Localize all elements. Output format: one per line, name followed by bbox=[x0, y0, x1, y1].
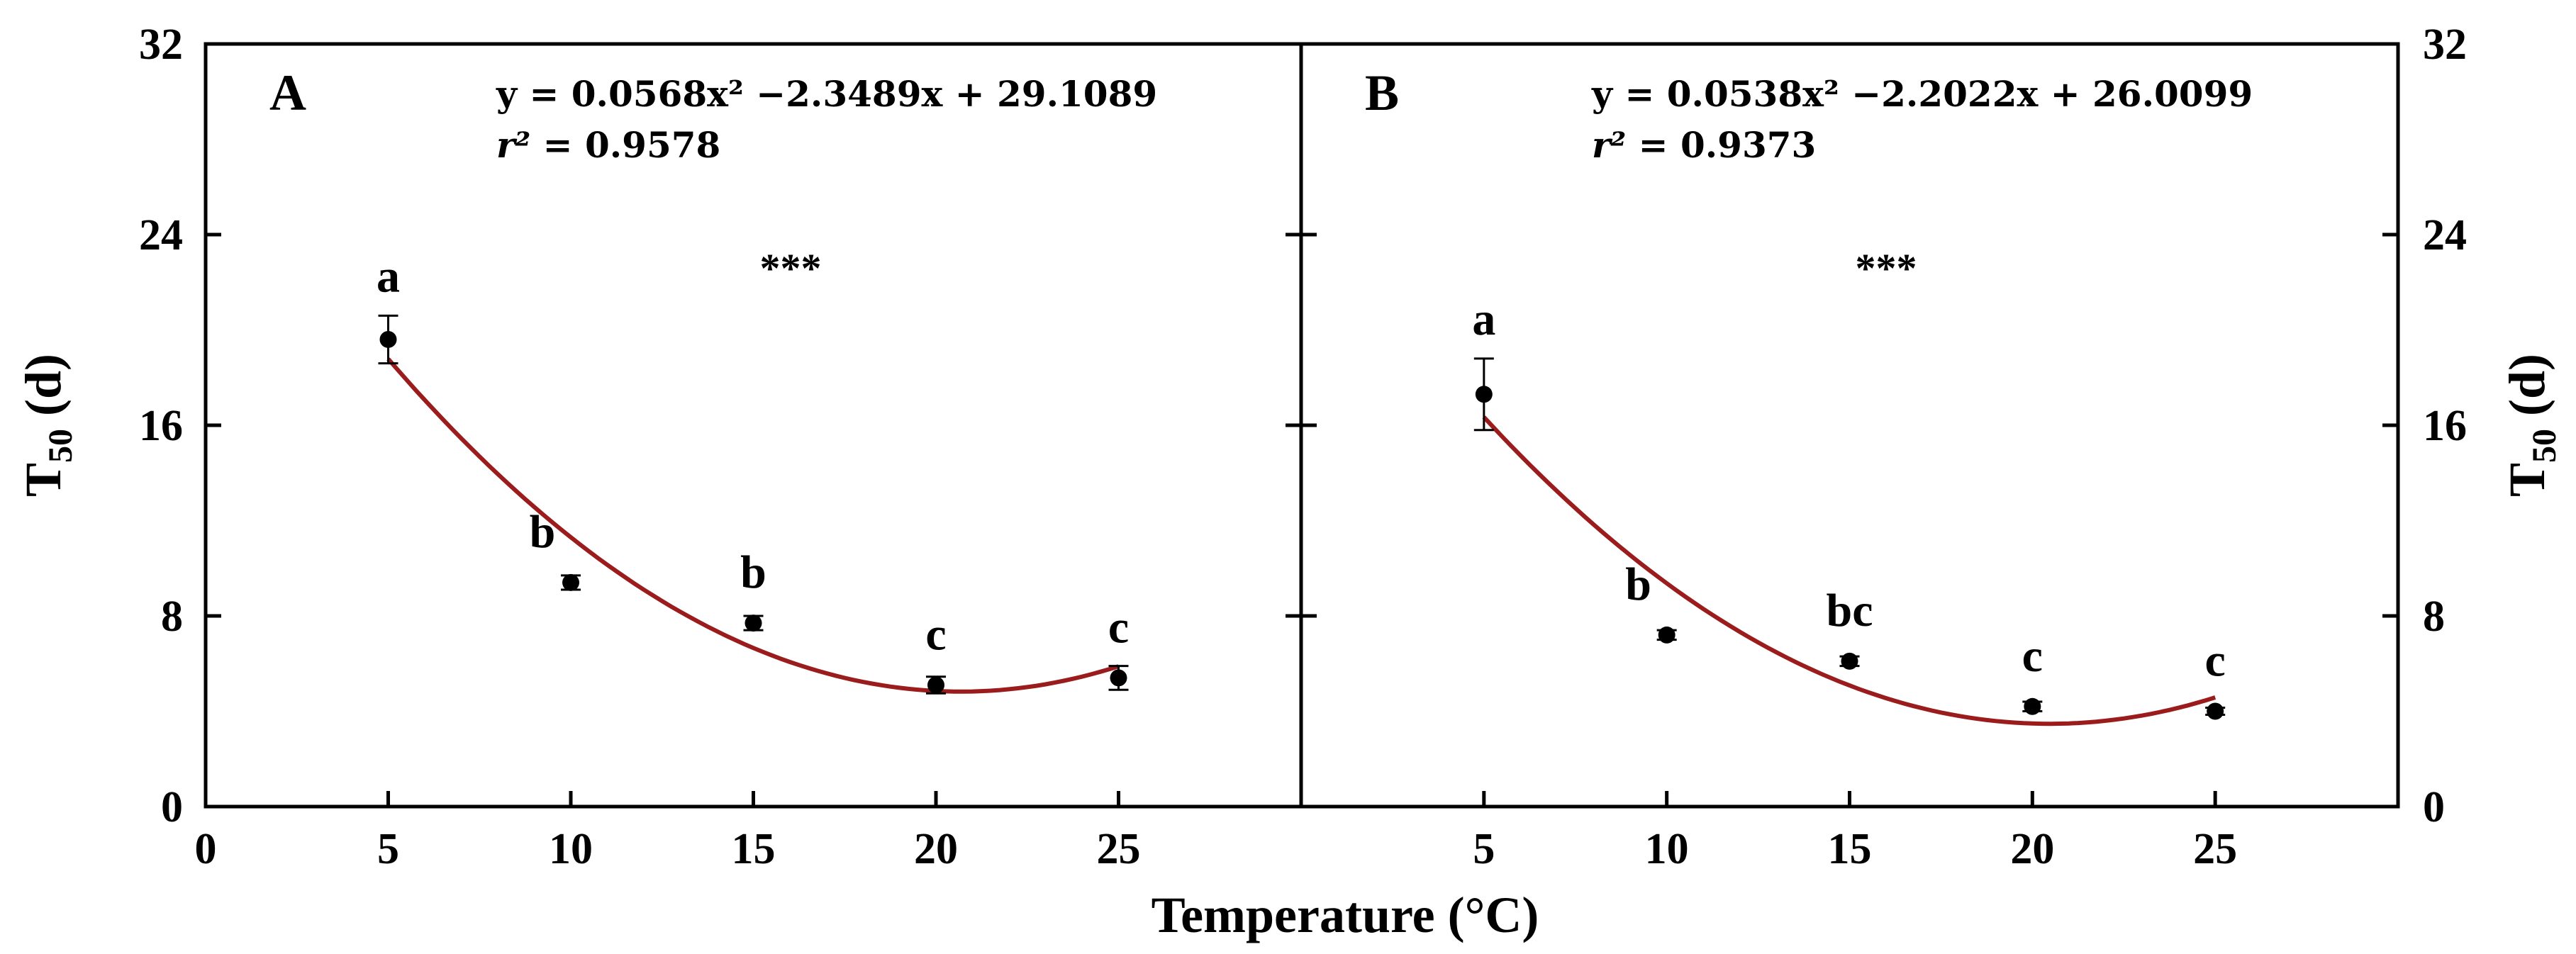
data-point bbox=[562, 573, 579, 591]
svg-text:T50 (d): T50 (d) bbox=[15, 354, 79, 497]
x-tick-label: 10 bbox=[549, 825, 593, 873]
x-tick-label: 5 bbox=[1473, 825, 1495, 873]
regression-equation: y = 0.0538x² −2.2022x + 26.0099 bbox=[1591, 73, 2253, 115]
data-point bbox=[1475, 386, 1493, 403]
y-axis-title-right: T50 (d) bbox=[2499, 354, 2563, 497]
x-tick-label: 20 bbox=[2010, 825, 2054, 873]
x-tick-label: 25 bbox=[1097, 825, 1141, 873]
panel-letter: B bbox=[1365, 64, 1399, 121]
x-tick-label: 15 bbox=[732, 825, 776, 873]
data-point bbox=[1841, 652, 1858, 670]
r-squared: r² = 0.9578 bbox=[496, 124, 720, 166]
significance-letter: a bbox=[1472, 293, 1495, 345]
fit-curve bbox=[386, 357, 1120, 694]
data-point bbox=[745, 615, 762, 632]
y-tick-label-right: 8 bbox=[2423, 593, 2445, 641]
significance-letter: b bbox=[530, 506, 556, 558]
data-point bbox=[2024, 697, 2041, 715]
y-tick-label-left: 0 bbox=[161, 783, 183, 831]
y-tick-label-left: 8 bbox=[161, 593, 183, 641]
x-tick-label: 0 bbox=[195, 825, 217, 873]
y-tick-label-left: 32 bbox=[139, 21, 183, 69]
significance-letter: c bbox=[1108, 601, 1129, 653]
data-point bbox=[2207, 702, 2224, 720]
data-point bbox=[379, 330, 397, 348]
significance-stars: *** bbox=[760, 245, 822, 291]
y-tick-label-left: 24 bbox=[139, 211, 183, 259]
data-point bbox=[1110, 669, 1127, 687]
x-tick-label: 20 bbox=[914, 825, 958, 873]
y-axis-title-left: T50 (d) bbox=[15, 354, 79, 497]
data-point bbox=[1658, 626, 1675, 644]
y-tick-label-right: 0 bbox=[2423, 783, 2445, 831]
y-tick-label-right: 16 bbox=[2423, 402, 2467, 450]
significance-letter: b bbox=[740, 546, 766, 598]
significance-letter: c bbox=[925, 609, 946, 661]
y-tick-label-left: 16 bbox=[139, 402, 183, 450]
y-tick-label-right: 24 bbox=[2423, 211, 2467, 259]
significance-stars: *** bbox=[1856, 245, 1917, 291]
x-axis-title: Temperature (°C) bbox=[1152, 887, 1539, 943]
regression-equation: y = 0.0568x² −2.3489x + 29.1089 bbox=[496, 73, 1157, 115]
significance-letter: b bbox=[1625, 559, 1651, 610]
significance-letter: bc bbox=[1827, 585, 1873, 636]
r-squared: r² = 0.9373 bbox=[1592, 124, 1816, 166]
svg-text:T50 (d): T50 (d) bbox=[2499, 354, 2563, 497]
panel-a: 0 5 10 15 20 25 A y = 0.0568x² −2.3489x + 29.10… bbox=[195, 64, 1158, 873]
x-tick-label: 25 bbox=[2193, 825, 2237, 873]
x-tick-label: 15 bbox=[1828, 825, 1872, 873]
fit-curve bbox=[1482, 415, 2217, 726]
significance-letter: a bbox=[377, 250, 400, 302]
significance-letter: c bbox=[2022, 630, 2043, 682]
data-point bbox=[927, 676, 944, 694]
y-tick-label-right: 32 bbox=[2423, 21, 2467, 69]
panel-b: 5 10 15 20 25 B y = 0.0538x² −2.2022x + 26.009… bbox=[1365, 64, 2253, 873]
x-tick-label: 5 bbox=[377, 825, 399, 873]
significance-letter: c bbox=[2205, 635, 2226, 687]
x-tick-label: 10 bbox=[1645, 825, 1689, 873]
panel-letter: A bbox=[269, 64, 306, 121]
